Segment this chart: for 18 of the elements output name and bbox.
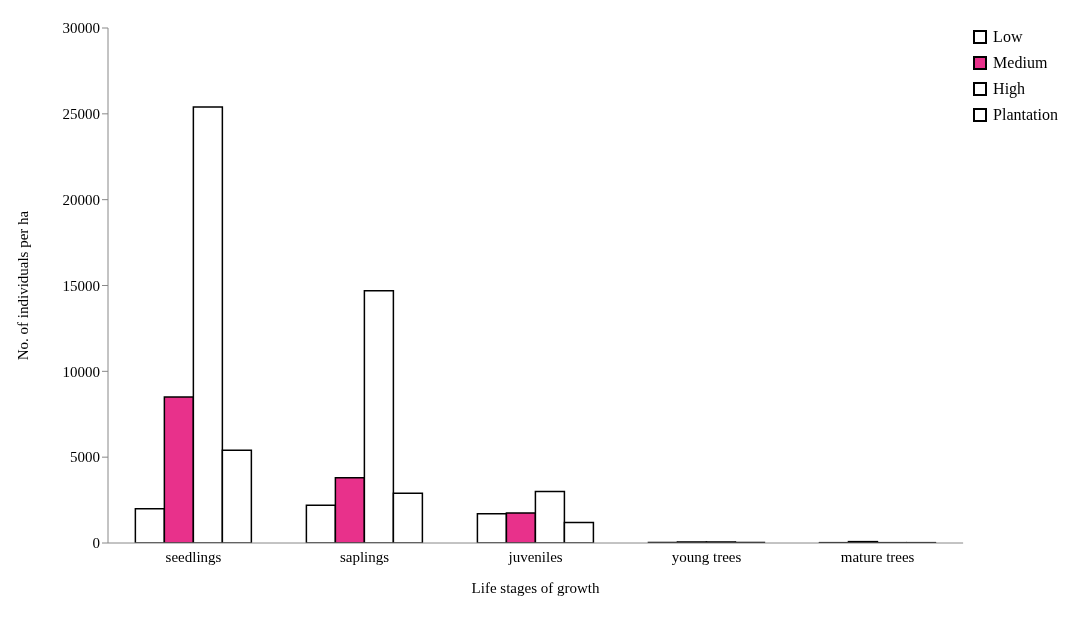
y-tick-label: 15000 [62, 277, 100, 294]
y-tick-label: 30000 [62, 20, 100, 37]
x-tick-label: juveniles [507, 548, 563, 565]
y-tick-label: 10000 [62, 363, 100, 380]
x-tick-label: seedlings [165, 548, 222, 565]
x-tick-label: young trees [671, 548, 742, 565]
y-tick-label: 25000 [62, 106, 100, 123]
legend-label: High [993, 80, 1026, 98]
x-axis-title: Life stages of growth [471, 580, 600, 596]
legend-label: Plantation [993, 106, 1058, 124]
x-tick-label: mature trees [840, 548, 915, 565]
legend-label: Medium [993, 54, 1048, 72]
legend-label: Low [993, 28, 1023, 46]
y-tick-label: 20000 [62, 191, 100, 208]
x-tick-label: saplings [339, 548, 390, 565]
y-tick-label: 0 [92, 535, 100, 552]
y-tick-label: 5000 [70, 449, 100, 466]
y-axis-title: No. of individuals per ha [15, 210, 32, 361]
